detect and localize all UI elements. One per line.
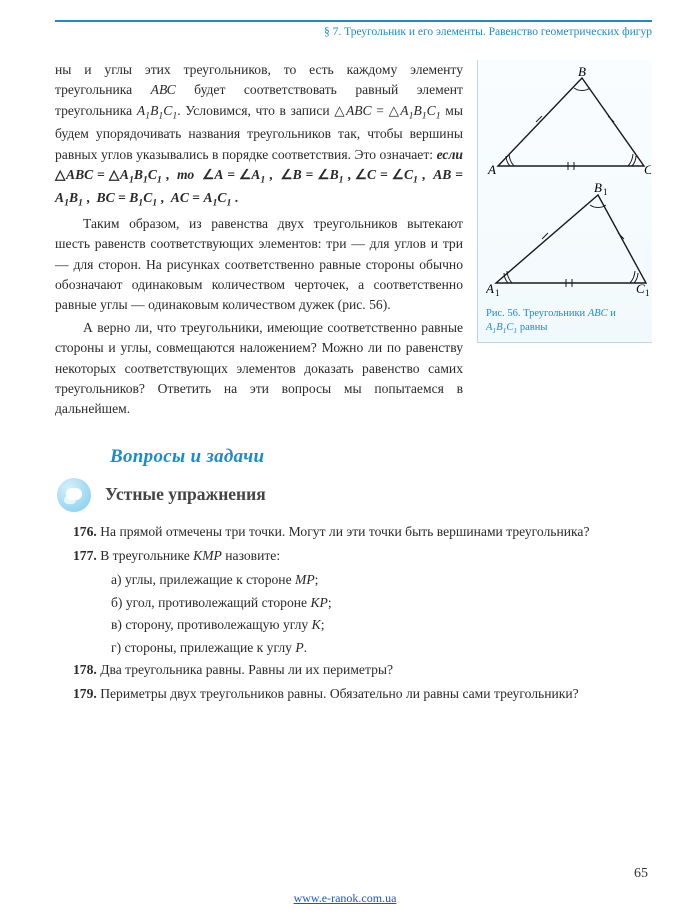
oral-heading: Устные упражнения [55,478,652,512]
t: то [177,167,194,182]
ptext: Периметры двух треугольников равны. Обяз… [97,686,579,701]
svg-text:C: C [636,281,645,296]
ptext: назовите: [222,548,280,563]
footer-link[interactable]: www.e-ranok.com.ua [0,891,690,906]
ptext: Два треугольника равны. Равны ли их пери… [97,662,393,677]
svg-text:A: A [487,162,496,177]
svg-text:A: A [486,281,494,296]
problems-list: 176. На прямой отмечены три точки. Могут… [55,522,652,705]
figure-caption: Рис. 56. Треугольники ABC и A1B1C1 равны [486,307,648,336]
ptext: В треугольнике [97,548,193,563]
triangle-abc: A B C [486,66,651,181]
figure-column: A B C A1 B1 C1 [477,60,652,422]
header-rule [55,20,652,22]
sub: г) стороны, прилежащие к углу [111,640,295,655]
page-number: 65 [634,866,648,882]
oral-title: Устные упражнения [105,484,266,505]
triangle-a1b1c1: A1 B1 C1 [486,181,651,301]
svg-text:1: 1 [645,288,650,298]
svg-text:B: B [578,66,586,79]
svg-text:B: B [594,181,602,195]
svg-text:C: C [644,162,651,177]
svg-text:1: 1 [495,288,500,298]
sub: б) угол, противолежащий стороне [111,595,310,610]
footer-url[interactable]: www.e-ranok.com.ua [294,891,397,905]
sub: в) сторону, противолежащую углу [111,617,312,632]
sub: а) углы, прилежащие к стороне [111,572,295,587]
para3: А верно ли, что треугольники, имеющие со… [55,318,463,420]
para2: Таким образом, из равенства двух треугол… [55,214,463,316]
bubble-icon [57,478,91,512]
t: ; [315,572,319,587]
pnum: 176. [73,524,97,539]
t: ; [321,617,325,632]
page-header: § 7. Треугольник и его элементы. Равенст… [55,26,652,38]
section-title: Вопросы и задачи [110,446,652,468]
pnum: 178. [73,662,97,677]
t: ны и углы этих треугольников, то есть ка… [55,62,463,97]
ptext: На прямой отмечены три точки. Могут ли э… [97,524,590,539]
body-text: ны и углы этих треугольников, то есть ка… [55,60,463,422]
pnum: 177. [73,548,97,563]
t: если [437,147,463,162]
svg-text:1: 1 [603,187,608,197]
t: ; [328,595,332,610]
t: . [304,640,307,655]
pnum: 179. [73,686,97,701]
